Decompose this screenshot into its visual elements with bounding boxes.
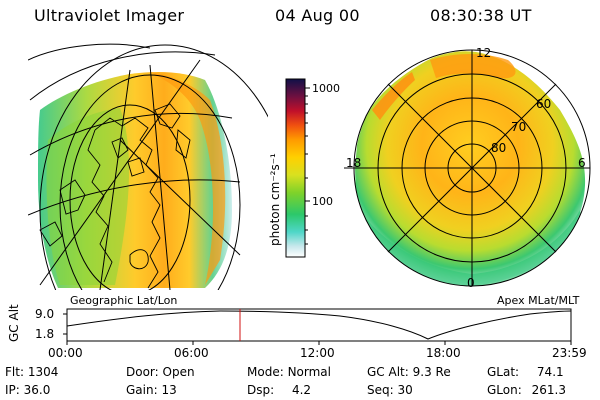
altitude-xtick-2359: 23:59 [552, 346, 587, 360]
status-mode: Mode: Normal [247, 365, 331, 379]
altitude-ylabel: GC Alt [7, 304, 21, 342]
mlat-label-80: 80 [491, 141, 507, 155]
colorbar-tick-100: 100 [312, 195, 333, 208]
ip-label: IP: [5, 383, 20, 397]
colorbar-tick-1000: 1000 [312, 82, 340, 95]
mlt-label-18: 18 [346, 156, 362, 170]
dsp-value: 4.2 [291, 383, 312, 397]
mlt-label-0: 0 [467, 276, 475, 290]
colorbar-scale [285, 78, 306, 258]
status-flt: Flt: 1304 [5, 365, 58, 379]
altitude-plot [63, 308, 572, 345]
glat-value: 74.1 [536, 365, 564, 379]
altitude-ytick-9: 9.0 [35, 307, 55, 321]
image-time: 08:30:38 UT [430, 6, 532, 25]
gain-label: Gain: [126, 383, 158, 397]
flt-value: 1304 [27, 365, 59, 379]
altitude-xtick-0600: 06:00 [174, 346, 209, 360]
seq-value: 30 [397, 383, 413, 397]
altitude-xtick-0000: 00:00 [48, 346, 83, 360]
status-glat: GLat: 74.1 [487, 365, 564, 379]
mlat-label-60: 60 [536, 97, 552, 111]
door-label: Door: [126, 365, 159, 379]
door-value: Open [162, 365, 195, 379]
status-dsp: Dsp: 4.2 [247, 383, 311, 397]
image-date: 04 Aug 00 [275, 6, 360, 25]
intensity-colorbar [285, 78, 310, 258]
status-door: Door: Open [126, 365, 195, 379]
mlat-label-70: 70 [511, 120, 527, 134]
flt-label: Flt: [5, 365, 24, 379]
status-gc-alt: GC Alt: 9.3 Re [367, 365, 451, 379]
geographic-map [28, 43, 268, 290]
mlt-label-12: 12 [476, 46, 492, 60]
status-ip: IP: 36.0 [5, 383, 50, 397]
altitude-xtick-1800: 18:00 [426, 346, 461, 360]
polar-map [344, 49, 591, 287]
gain-value: 13 [161, 383, 177, 397]
status-seq: Seq: 30 [367, 383, 413, 397]
altitude-ytick-1-8: 1.8 [35, 327, 55, 341]
altitude-curve [66, 310, 572, 340]
mlt-label-6: 6 [578, 156, 586, 170]
colorbar-unit-label: photon cm⁻²s⁻¹ [268, 153, 282, 246]
altitude-xtick-1200: 12:00 [300, 346, 335, 360]
polar-panel-label: Apex MLat/MLT [497, 294, 580, 307]
status-gain: Gain: 13 [126, 383, 177, 397]
gcalt-label: GC Alt: [367, 365, 409, 379]
glon-label: GLon: [487, 383, 522, 397]
instrument-title: Ultraviolet Imager [34, 6, 185, 25]
status-glon: GLon: 261.3 [487, 383, 566, 397]
gcalt-value: 9.3 Re [412, 365, 451, 379]
mode-label: Mode: [247, 365, 284, 379]
ip-value: 36.0 [23, 383, 51, 397]
seq-label: Seq: [367, 383, 394, 397]
dsp-label: Dsp: [247, 383, 275, 397]
mode-value: Normal [287, 365, 331, 379]
geo-panel-label: Geographic Lat/Lon [70, 294, 178, 307]
glat-label: GLat: [487, 365, 520, 379]
glon-value: 261.3 [531, 383, 566, 397]
